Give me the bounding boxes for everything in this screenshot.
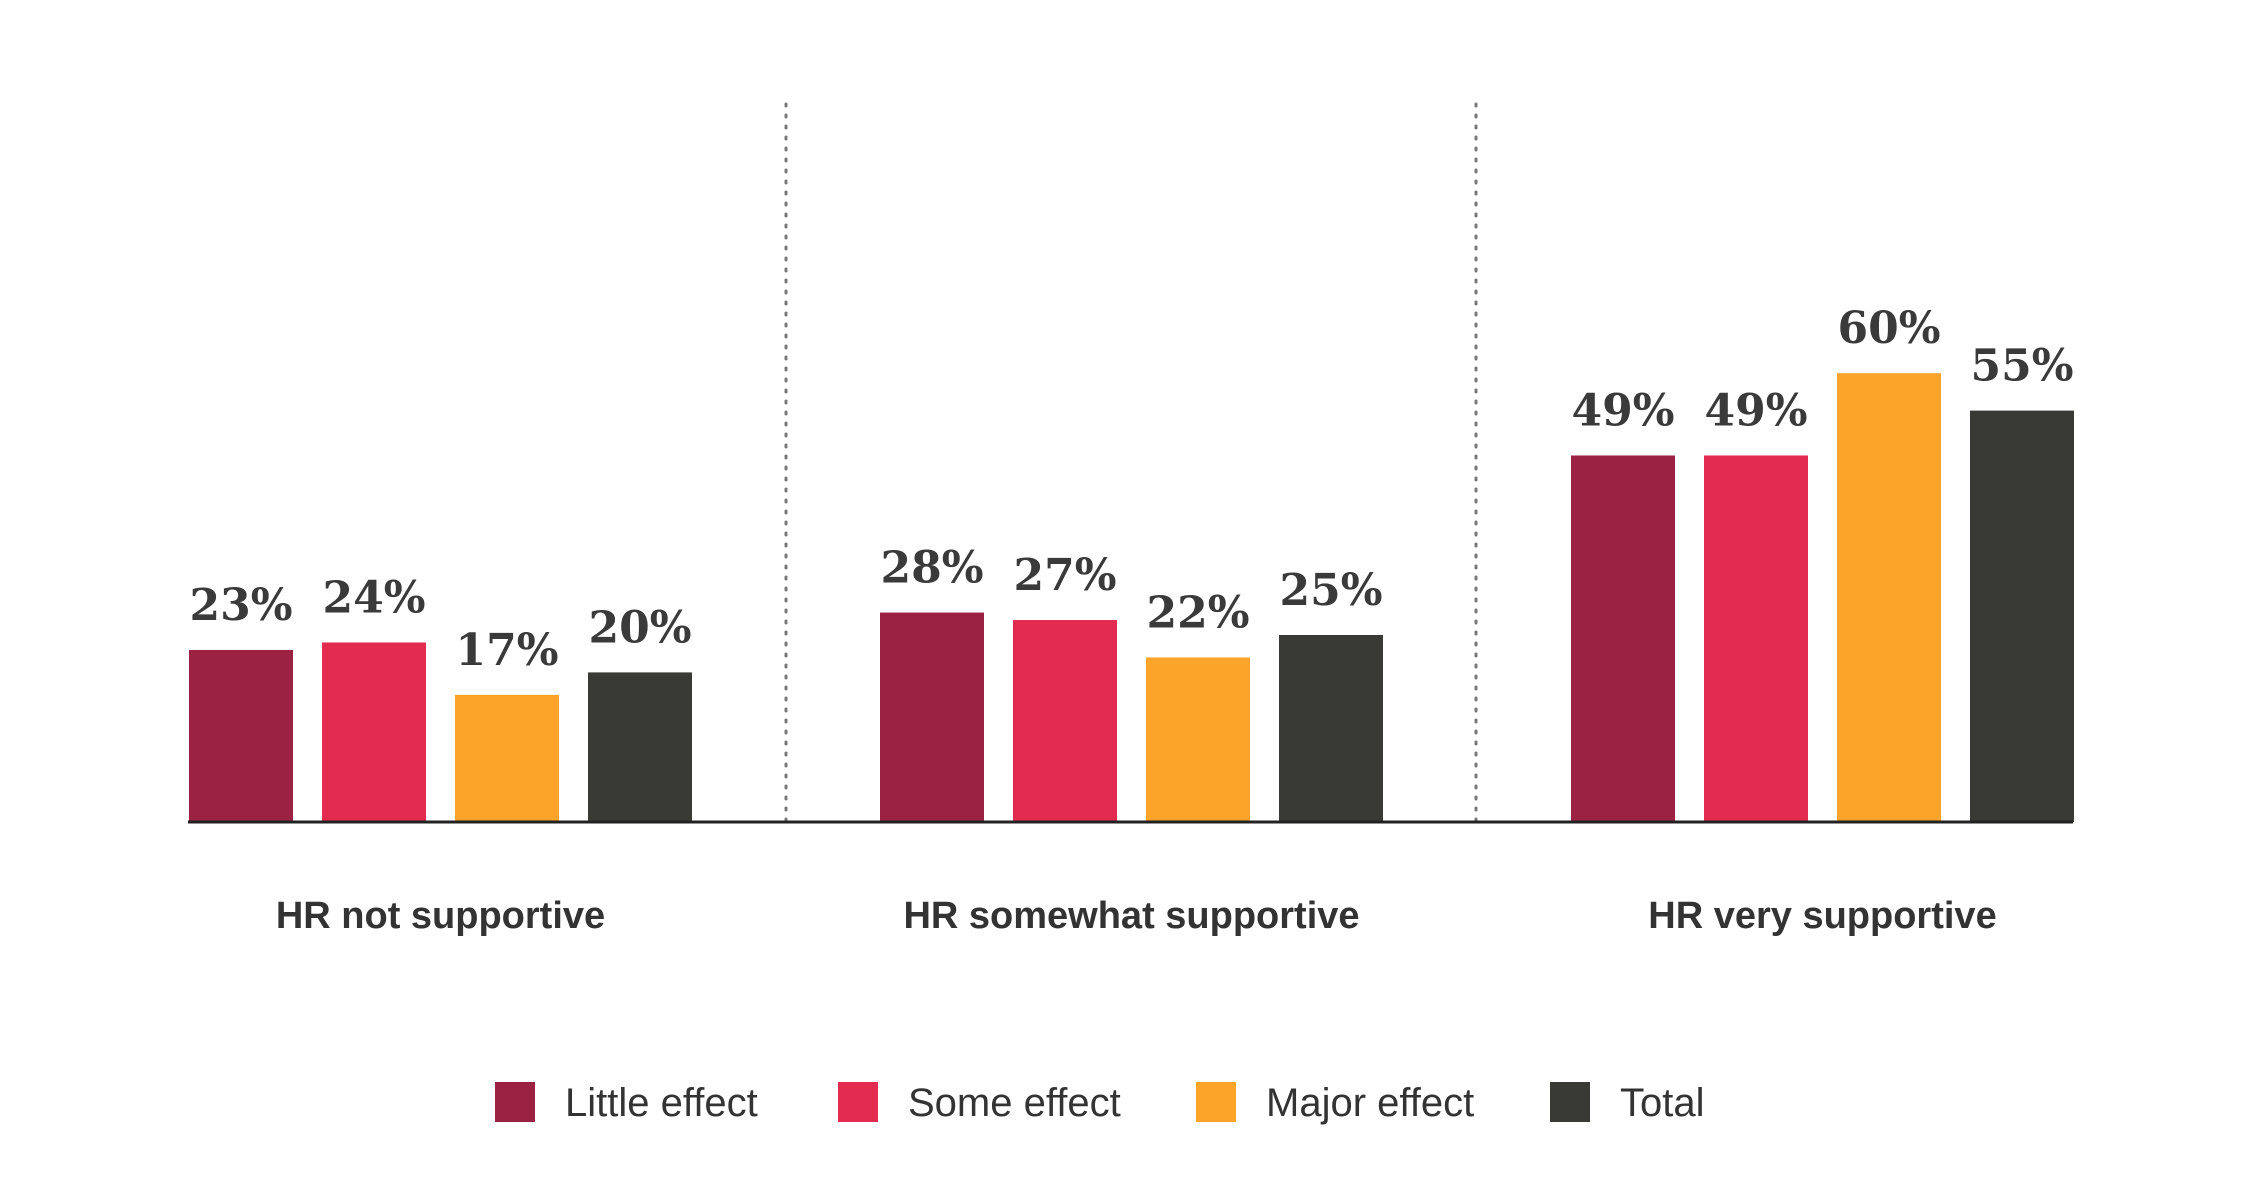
legend-swatch-major-effect [1196, 1082, 1236, 1122]
bar-hr-very-supportive-major-effect [1837, 373, 1941, 822]
value-label-hr-very-supportive-some-effect: 49% [1704, 385, 1807, 436]
value-label-hr-not-supportive-total: 20% [588, 602, 691, 653]
bars [189, 373, 2074, 822]
legend-swatch-little-effect [495, 1082, 535, 1122]
bar-hr-not-supportive-total [588, 672, 692, 822]
legend-item-total: Total [1550, 1081, 1705, 1125]
value-label-hr-not-supportive-major-effect: 17% [455, 625, 558, 676]
legend-item-some-effect: Some effect [838, 1081, 1121, 1125]
legend-item-little-effect: Little effect [495, 1081, 758, 1125]
category-label-hr-not-supportive: HR not supportive [276, 895, 605, 937]
legend-swatch-some-effect [838, 1082, 878, 1122]
bar-hr-not-supportive-little-effect [189, 649, 293, 822]
bar-hr-not-supportive-some-effect [322, 642, 426, 822]
value-label-hr-very-supportive-total: 55% [1970, 341, 2073, 392]
group-separators [784, 102, 1478, 822]
bar-hr-very-supportive-little-effect [1571, 455, 1675, 822]
bar-hr-somewhat-supportive-total [1279, 635, 1383, 822]
bar-hr-somewhat-supportive-little-effect [880, 612, 984, 822]
value-labels: 23% 24% 17% 20% 28% 27% 22% 25% 49% 49% 60% 55% [189, 303, 2073, 676]
bar-hr-not-supportive-major-effect [455, 694, 559, 822]
value-label-hr-somewhat-supportive-total: 25% [1279, 565, 1382, 616]
legend: Little effect Some effect Major effect T… [495, 1081, 1705, 1125]
bar-hr-very-supportive-some-effect [1704, 455, 1808, 822]
legend-label-major-effect: Major effect [1266, 1081, 1474, 1125]
value-label-hr-somewhat-supportive-some-effect: 27% [1013, 550, 1116, 601]
category-label-hr-very-supportive: HR very supportive [1648, 895, 1996, 937]
value-label-hr-very-supportive-little-effect: 49% [1571, 385, 1674, 436]
value-label-hr-very-supportive-major-effect: 60% [1837, 303, 1940, 354]
value-label-hr-not-supportive-little-effect: 23% [189, 580, 292, 631]
category-labels: HR not supportive HR somewhat supportive… [276, 895, 1997, 937]
category-label-hr-somewhat-supportive: HR somewhat supportive [903, 895, 1359, 937]
legend-label-total: Total [1620, 1081, 1705, 1125]
value-label-hr-somewhat-supportive-major-effect: 22% [1146, 587, 1249, 638]
legend-label-some-effect: Some effect [908, 1081, 1121, 1125]
legend-swatch-total [1550, 1082, 1590, 1122]
value-label-hr-not-supportive-some-effect: 24% [322, 572, 425, 623]
legend-item-major-effect: Major effect [1196, 1081, 1474, 1125]
legend-label-little-effect: Little effect [565, 1081, 758, 1125]
bar-hr-very-supportive-total [1970, 410, 2074, 822]
bar-hr-somewhat-supportive-major-effect [1146, 657, 1250, 822]
value-label-hr-somewhat-supportive-little-effect: 28% [880, 543, 983, 594]
bar-hr-somewhat-supportive-some-effect [1013, 620, 1117, 822]
